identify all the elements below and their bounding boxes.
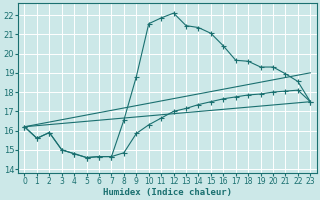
X-axis label: Humidex (Indice chaleur): Humidex (Indice chaleur)	[103, 188, 232, 197]
